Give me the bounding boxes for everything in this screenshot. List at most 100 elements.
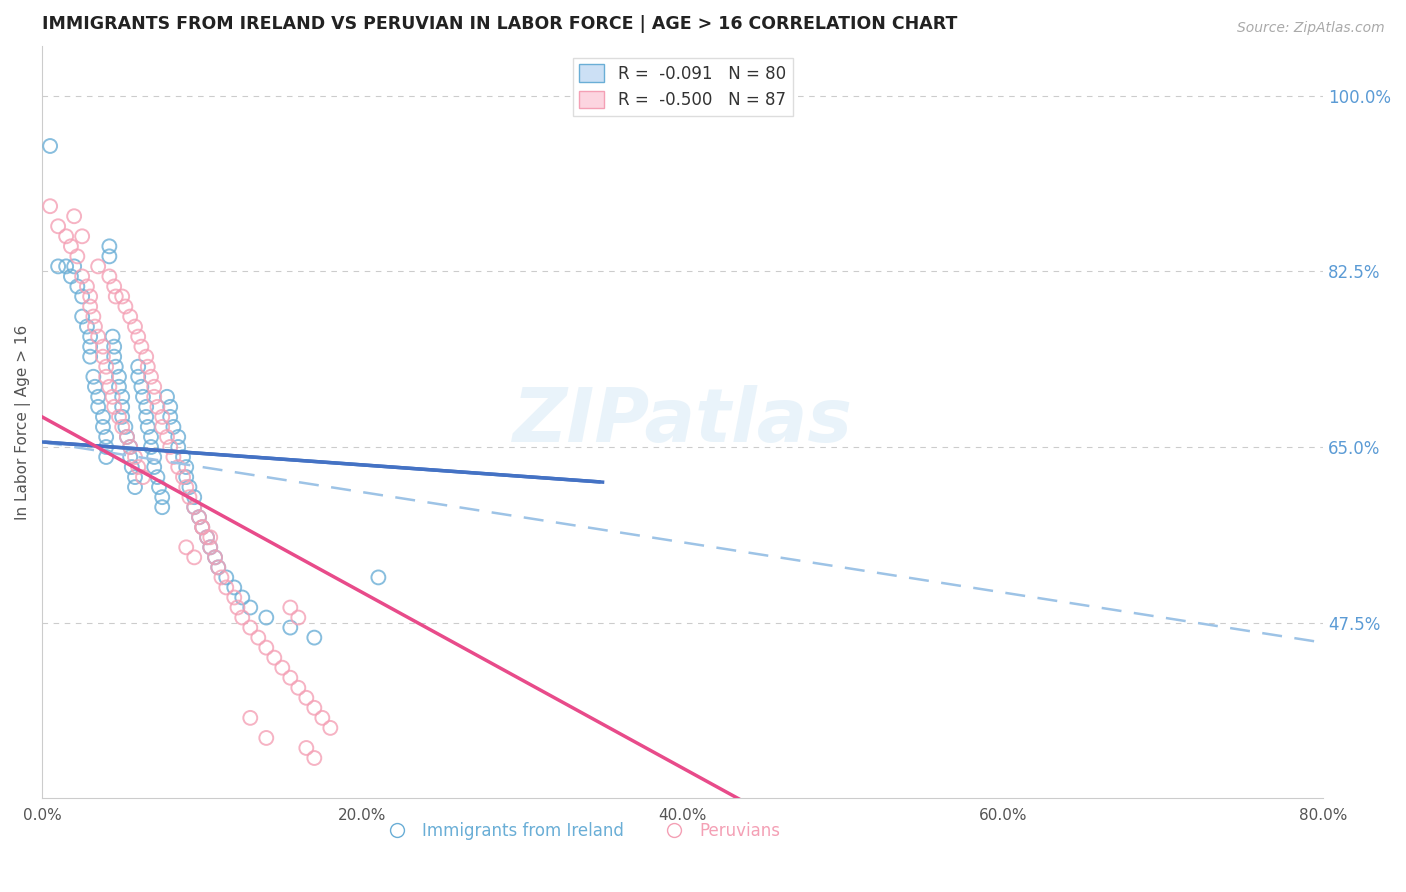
Point [114,420,136,434]
Point [226,600,249,615]
Point [150,490,173,504]
Point [271,661,294,675]
Point [239,600,262,615]
Point [143,450,166,464]
Point [66,249,89,263]
Point [120,450,142,464]
Point [179,480,201,494]
Point [183,550,205,565]
Point [124,319,146,334]
Point [55,229,77,244]
Point [46,219,69,234]
Point [211,570,233,584]
Point [115,430,138,444]
Point [159,440,181,454]
Point [207,560,229,574]
Point [111,420,134,434]
Point [183,500,205,515]
Text: IMMIGRANTS FROM IRELAND VS PERUVIAN IN LABOR FORCE | AGE > 16 CORRELATION CHART: IMMIGRANTS FROM IRELAND VS PERUVIAN IN L… [42,15,957,33]
Point [103,340,125,354]
Point [79,350,101,364]
Point [174,460,197,475]
Point [98,249,121,263]
Point [143,390,166,404]
Point [367,570,389,584]
Point [172,470,194,484]
Point [39,199,62,213]
Point [278,621,301,635]
Point [39,139,62,153]
Point [111,409,134,424]
Point [304,701,326,715]
Point [103,400,125,414]
Point [278,671,301,685]
Point [191,520,214,534]
Point [79,300,101,314]
Point [63,209,86,223]
Point [98,269,121,284]
Point [200,530,222,544]
Point [143,460,166,475]
Point [191,520,214,534]
Point [195,530,218,544]
Text: Source: ZipAtlas.com: Source: ZipAtlas.com [1237,21,1385,35]
Y-axis label: In Labor Force | Age > 16: In Labor Force | Age > 16 [15,325,31,519]
Point [124,450,146,464]
Point [87,390,110,404]
Point [263,650,285,665]
Point [304,631,326,645]
Point [91,420,114,434]
Point [87,400,110,414]
Point [188,510,211,524]
Point [132,470,155,484]
Point [76,319,98,334]
Point [127,369,149,384]
Point [139,440,162,454]
Point [167,430,190,444]
Point [150,420,173,434]
Point [127,359,149,374]
Point [135,350,157,364]
Point [167,460,190,475]
Point [70,229,93,244]
Point [108,369,131,384]
Point [111,390,134,404]
Point [108,380,131,394]
Point [111,289,134,303]
Point [150,409,173,424]
Point [139,430,162,444]
Point [103,350,125,364]
Point [131,380,153,394]
Point [79,289,101,303]
Point [146,470,169,484]
Point [148,480,170,494]
Point [135,400,157,414]
Point [254,610,277,624]
Point [174,480,197,494]
Point [84,319,107,334]
Point [87,329,110,343]
Point [104,359,127,374]
Point [120,440,142,454]
Point [124,480,146,494]
Point [115,430,138,444]
Point [174,470,197,484]
Point [167,440,190,454]
Point [139,369,162,384]
Point [156,430,179,444]
Point [59,239,82,253]
Point [70,269,93,284]
Point [239,621,262,635]
Point [101,390,124,404]
Point [146,400,169,414]
Point [150,500,173,515]
Point [319,721,342,735]
Point [96,359,118,374]
Point [46,260,69,274]
Point [127,460,149,475]
Point [98,239,121,253]
Point [159,400,181,414]
Point [124,470,146,484]
Point [162,450,184,464]
Point [215,570,238,584]
